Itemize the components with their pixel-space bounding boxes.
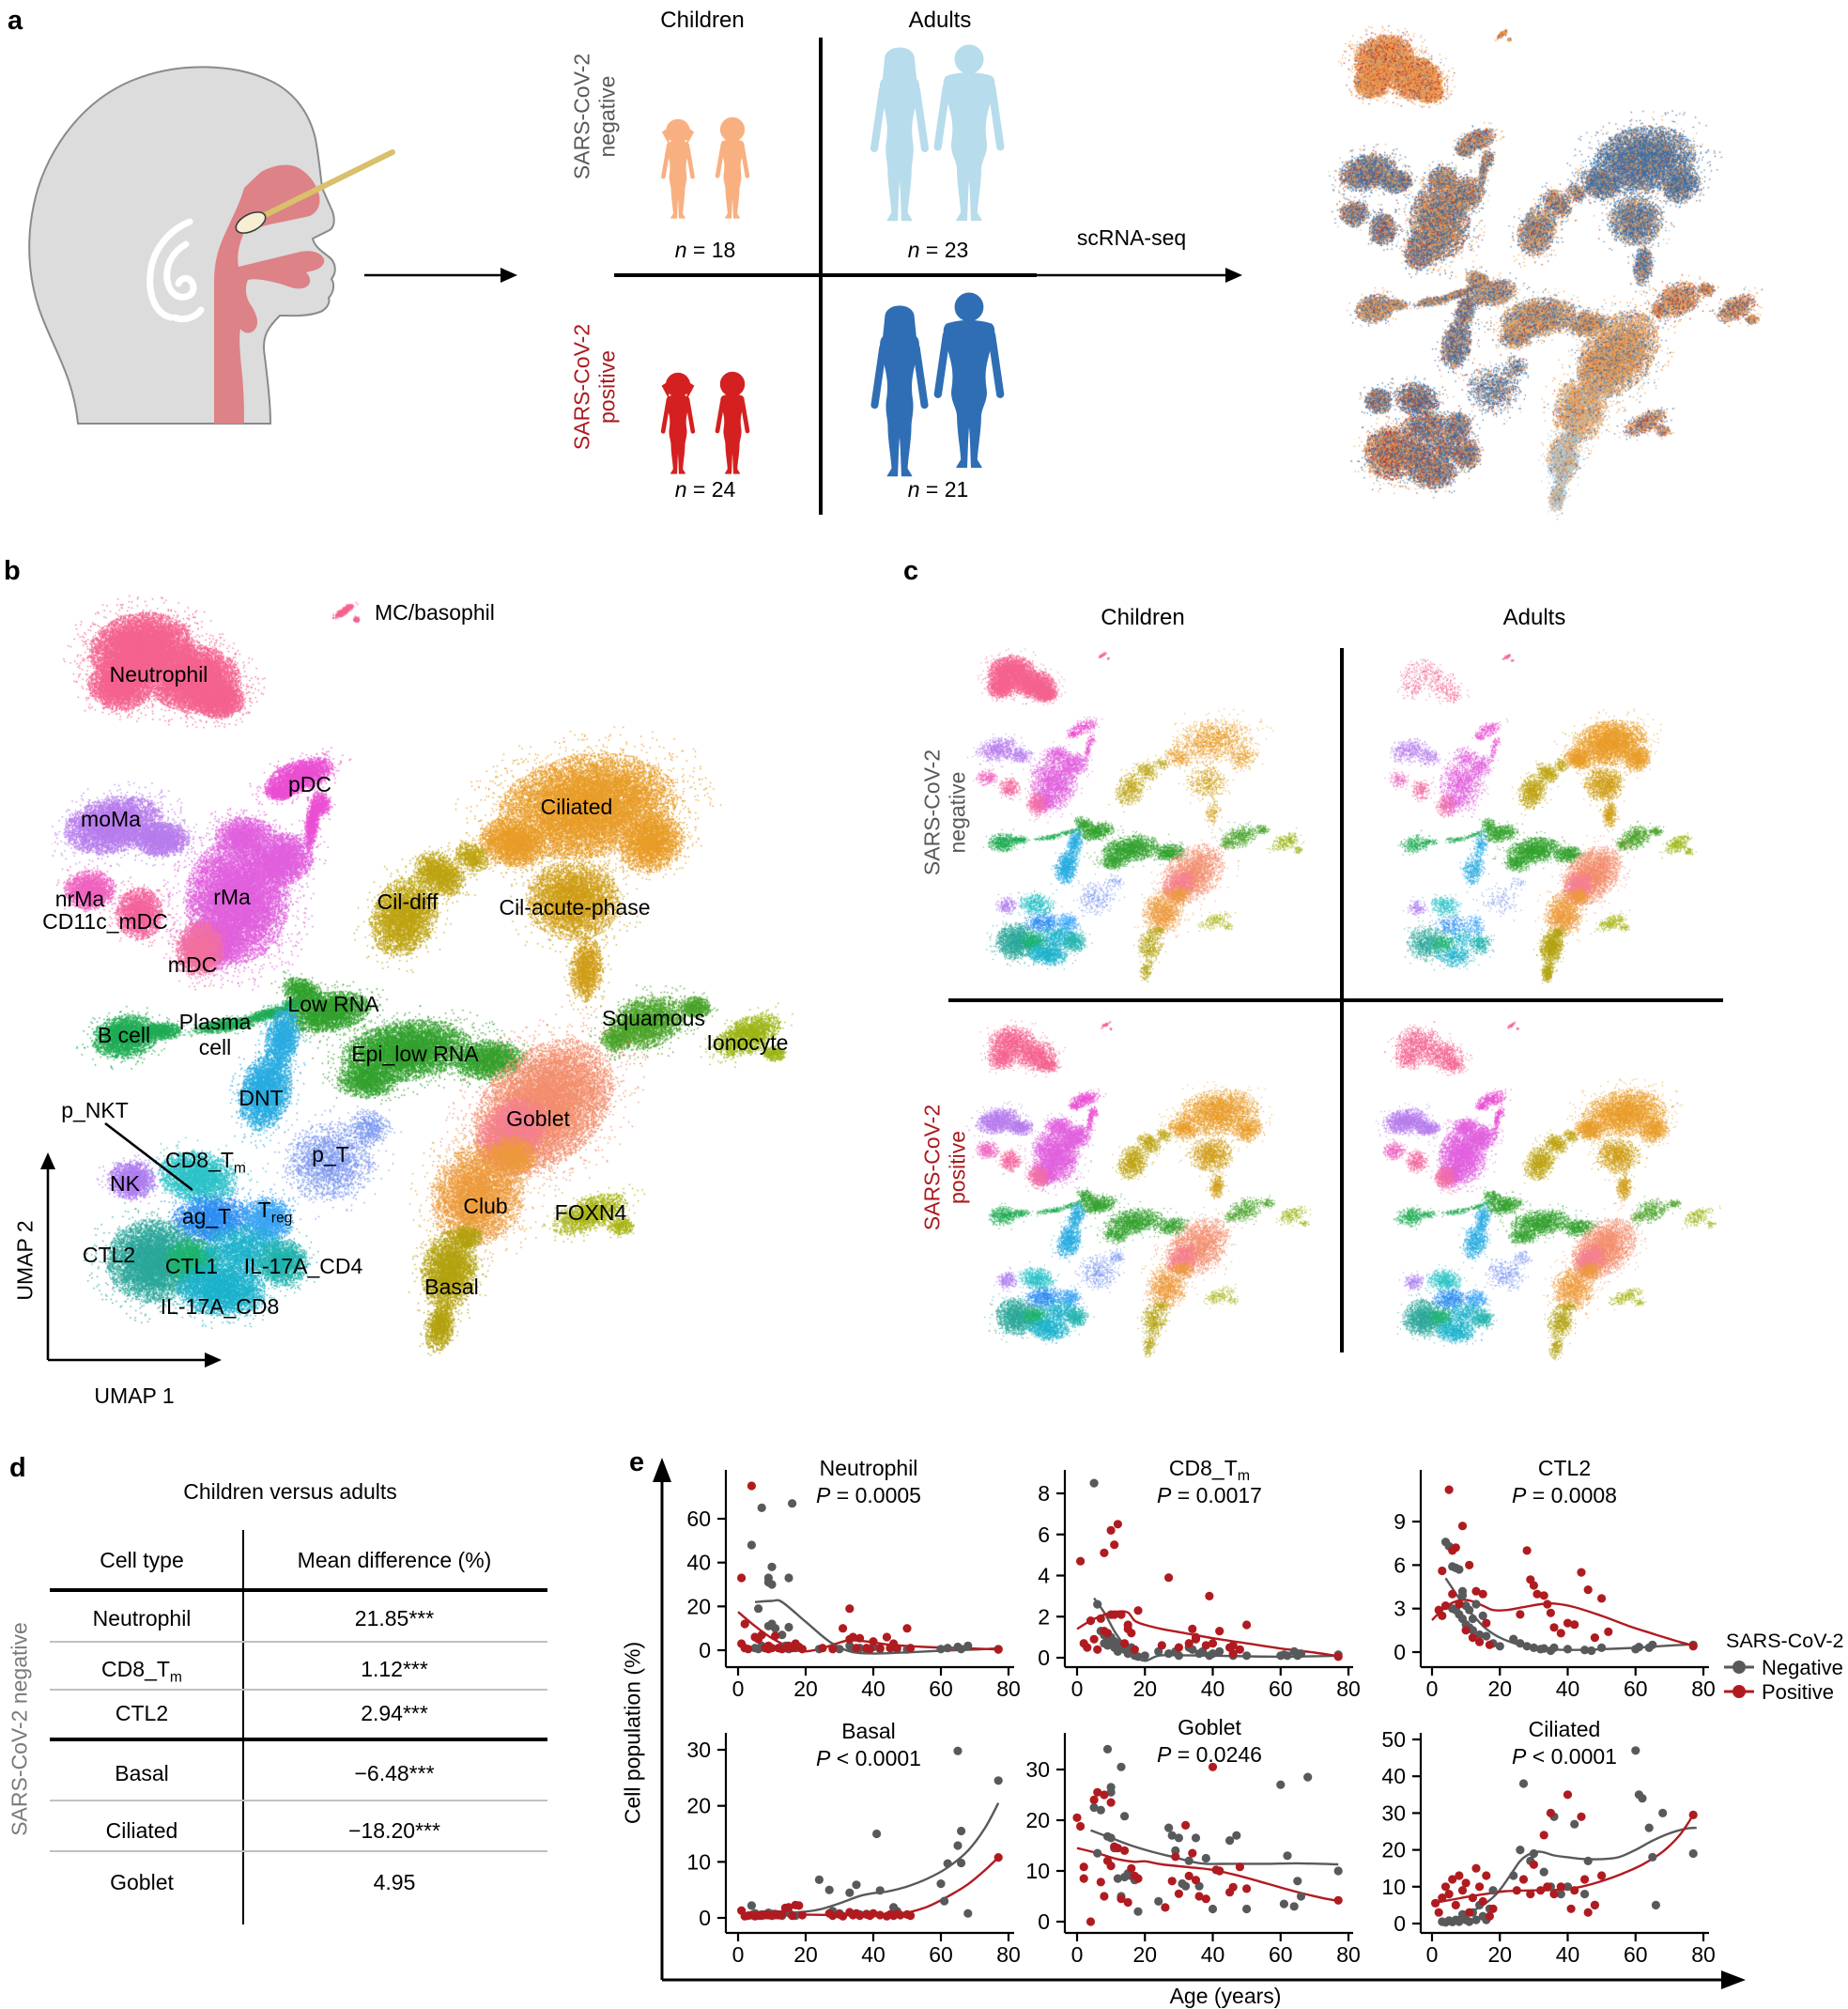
svg-text:30: 30	[1381, 1800, 1406, 1825]
svg-text:4: 4	[1038, 1564, 1050, 1588]
svg-text:20: 20	[1025, 1808, 1050, 1832]
svg-text:80: 80	[996, 1942, 1021, 1967]
svg-text:80: 80	[1691, 1677, 1716, 1701]
svg-text:60: 60	[1269, 1942, 1293, 1967]
svg-text:60: 60	[929, 1942, 953, 1967]
svg-text:60: 60	[1624, 1942, 1648, 1967]
svg-text:40: 40	[1556, 1677, 1580, 1701]
svg-text:CTL2: CTL2	[1538, 1456, 1591, 1480]
svg-text:20: 20	[1487, 1677, 1512, 1701]
svg-text:80: 80	[1691, 1942, 1716, 1967]
svg-text:0: 0	[1426, 1677, 1439, 1701]
svg-text:P = 0.0005: P = 0.0005	[816, 1483, 921, 1507]
svg-text:60: 60	[1269, 1677, 1293, 1701]
svg-text:Ciliated: Ciliated	[1529, 1717, 1601, 1741]
svg-text:0: 0	[1394, 1911, 1406, 1936]
svg-text:20: 20	[793, 1942, 818, 1967]
svg-text:40: 40	[1556, 1942, 1580, 1967]
svg-text:60: 60	[686, 1507, 711, 1531]
svg-text:0: 0	[732, 1942, 745, 1967]
svg-text:10: 10	[686, 1849, 711, 1874]
svg-text:30: 30	[1025, 1757, 1050, 1782]
svg-text:6: 6	[1038, 1522, 1050, 1547]
svg-text:P = 0.0008: P = 0.0008	[1512, 1483, 1617, 1507]
svg-text:80: 80	[1336, 1677, 1361, 1701]
svg-text:80: 80	[996, 1677, 1021, 1701]
svg-text:3: 3	[1394, 1597, 1406, 1621]
svg-text:0: 0	[1426, 1942, 1439, 1967]
svg-text:20: 20	[793, 1677, 818, 1701]
svg-text:10: 10	[1025, 1859, 1050, 1883]
svg-text:40: 40	[861, 1677, 886, 1701]
svg-text:0: 0	[1071, 1677, 1084, 1701]
svg-text:0: 0	[1038, 1909, 1050, 1934]
svg-text:40: 40	[1201, 1677, 1225, 1701]
svg-text:0: 0	[1394, 1640, 1406, 1664]
svg-text:Basal: Basal	[841, 1719, 896, 1743]
svg-text:CD8_Tm: CD8_Tm	[1169, 1456, 1250, 1484]
svg-text:40: 40	[1201, 1942, 1225, 1967]
svg-text:10: 10	[1381, 1875, 1406, 1899]
svg-text:0: 0	[732, 1677, 745, 1701]
svg-text:P < 0.0001: P < 0.0001	[816, 1746, 921, 1770]
svg-text:60: 60	[1624, 1677, 1648, 1701]
svg-text:20: 20	[1132, 1677, 1157, 1701]
svg-text:20: 20	[1487, 1942, 1512, 1967]
svg-text:40: 40	[686, 1551, 711, 1575]
svg-text:0: 0	[1038, 1646, 1050, 1670]
svg-text:6: 6	[1394, 1553, 1406, 1577]
svg-text:0: 0	[1071, 1942, 1084, 1967]
svg-text:50: 50	[1381, 1727, 1406, 1752]
svg-text:Neutrophil: Neutrophil	[820, 1456, 918, 1480]
svg-text:P < 0.0001: P < 0.0001	[1512, 1744, 1617, 1769]
svg-text:20: 20	[1381, 1838, 1406, 1862]
svg-text:20: 20	[1132, 1942, 1157, 1967]
svg-text:8: 8	[1038, 1481, 1050, 1506]
svg-text:9: 9	[1394, 1509, 1406, 1534]
svg-text:0: 0	[699, 1638, 711, 1662]
svg-text:Goblet: Goblet	[1178, 1715, 1241, 1739]
svg-text:40: 40	[861, 1942, 886, 1967]
svg-text:40: 40	[1381, 1764, 1406, 1788]
svg-text:0: 0	[699, 1906, 711, 1930]
svg-text:P = 0.0246: P = 0.0246	[1157, 1742, 1262, 1767]
svg-text:2: 2	[1038, 1604, 1050, 1629]
svg-text:80: 80	[1336, 1942, 1361, 1967]
svg-text:60: 60	[929, 1677, 953, 1701]
svg-text:30: 30	[686, 1738, 711, 1762]
svg-text:P = 0.0017: P = 0.0017	[1157, 1483, 1262, 1507]
svg-text:20: 20	[686, 1594, 711, 1618]
svg-text:20: 20	[686, 1794, 711, 1818]
